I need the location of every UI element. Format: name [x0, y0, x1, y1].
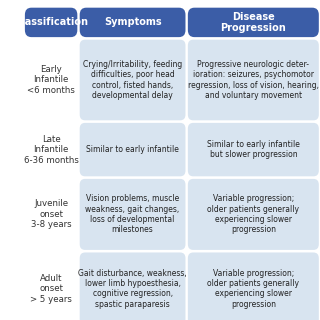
FancyBboxPatch shape [188, 252, 319, 320]
FancyBboxPatch shape [80, 123, 186, 176]
FancyBboxPatch shape [80, 179, 186, 250]
FancyBboxPatch shape [188, 8, 319, 37]
Text: Similar to early infantile
but slower progression: Similar to early infantile but slower pr… [207, 140, 300, 159]
Text: Symptoms: Symptoms [104, 17, 161, 28]
Text: Vision problems, muscle
weakness, gait changes,
loss of developmental
milestones: Vision problems, muscle weakness, gait c… [85, 194, 180, 235]
FancyBboxPatch shape [80, 8, 186, 37]
Text: Variable progression;
older patients generally
experiencing slower
progression: Variable progression; older patients gen… [207, 269, 299, 309]
Text: Similar to early infantile: Similar to early infantile [86, 145, 179, 154]
Text: Progressive neurologic deter-
ioration: seizures, psychomotor
regression, loss o: Progressive neurologic deter- ioration: … [188, 60, 319, 100]
FancyBboxPatch shape [80, 40, 186, 120]
Text: Early
Infantile
<6 months: Early Infantile <6 months [27, 65, 75, 95]
FancyBboxPatch shape [188, 40, 319, 120]
Text: Classification: Classification [14, 17, 88, 28]
FancyBboxPatch shape [188, 179, 319, 250]
FancyBboxPatch shape [25, 8, 77, 37]
FancyBboxPatch shape [188, 123, 319, 176]
Text: Crying/Irritability, feeding
difficulties, poor head
control, fisted hands,
deve: Crying/Irritability, feeding difficultie… [83, 60, 182, 100]
Text: Adult
onset
> 5 years: Adult onset > 5 years [30, 274, 72, 304]
Text: Gait disturbance, weakness,
lower limb hypoesthesia,
cognitive regression,
spast: Gait disturbance, weakness, lower limb h… [78, 269, 187, 309]
Text: Disease
Progression: Disease Progression [220, 12, 286, 33]
Text: Variable progression;
older patients generally
experiencing slower
progression: Variable progression; older patients gen… [207, 194, 299, 235]
FancyBboxPatch shape [80, 252, 186, 320]
Text: Juvenile
onset
3-8 years: Juvenile onset 3-8 years [31, 199, 71, 229]
Text: Late
Infantile
6-36 months: Late Infantile 6-36 months [24, 135, 78, 164]
